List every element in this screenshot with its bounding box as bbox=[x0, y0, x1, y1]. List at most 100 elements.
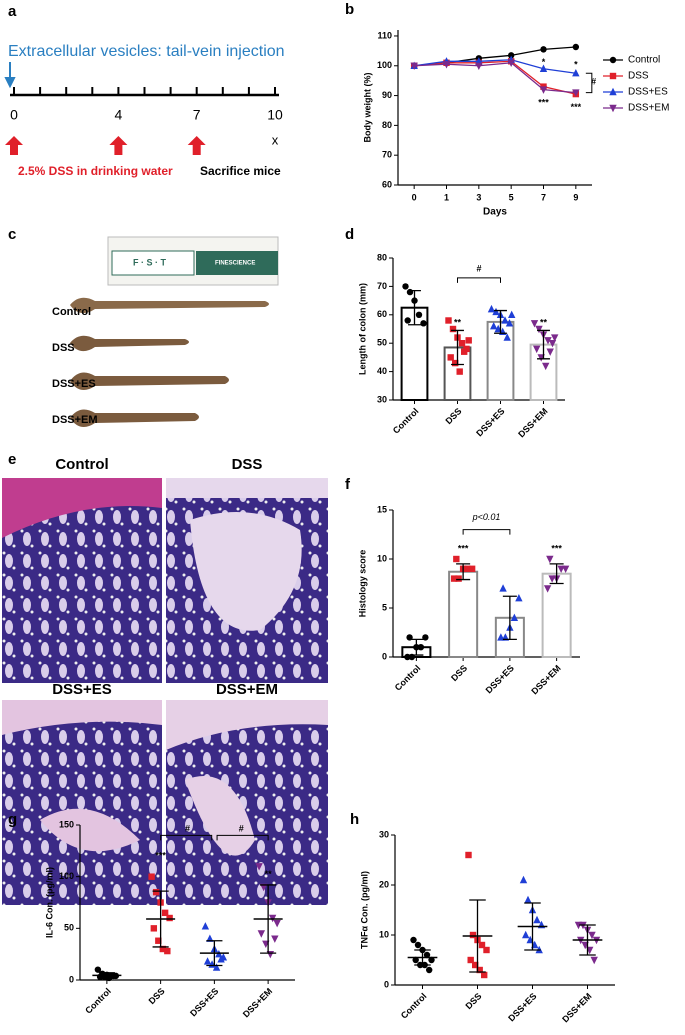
point bbox=[410, 936, 417, 944]
point bbox=[161, 909, 169, 917]
point bbox=[468, 565, 476, 572]
error-bar bbox=[549, 563, 564, 585]
point bbox=[423, 951, 431, 959]
x-tick-label: DSS+ES bbox=[474, 406, 506, 438]
timeline-tick-label: 7 bbox=[193, 107, 201, 123]
bracket bbox=[462, 529, 511, 535]
error-bar bbox=[537, 329, 550, 360]
photo-label: DSS+EM bbox=[52, 414, 98, 426]
point bbox=[426, 966, 433, 974]
y-tick-label: 30 bbox=[379, 829, 389, 839]
point bbox=[257, 930, 266, 938]
point bbox=[572, 89, 580, 97]
point bbox=[572, 43, 580, 51]
x-tick-label: DSS+EM bbox=[560, 991, 593, 1024]
point bbox=[481, 971, 488, 979]
point bbox=[404, 653, 411, 661]
bracket bbox=[585, 72, 593, 94]
point bbox=[447, 354, 454, 361]
y-tick-label: 0 bbox=[384, 979, 389, 989]
x-tick-label: DSS+ES bbox=[188, 986, 220, 1018]
point bbox=[522, 930, 530, 939]
point bbox=[472, 961, 479, 969]
point bbox=[458, 340, 466, 347]
point bbox=[442, 61, 451, 69]
point bbox=[540, 46, 547, 53]
timeline-tick-label: 0 bbox=[10, 107, 18, 123]
histology-label: Control bbox=[55, 456, 108, 473]
point bbox=[510, 613, 519, 621]
point bbox=[539, 64, 548, 72]
error-bar bbox=[456, 563, 471, 581]
dss-arrow bbox=[187, 136, 206, 155]
point bbox=[561, 565, 570, 573]
ruler-maker: FINESCIENCE bbox=[215, 261, 255, 267]
series-line bbox=[414, 60, 576, 95]
point bbox=[544, 337, 552, 345]
panel-label: c bbox=[8, 226, 16, 243]
point bbox=[212, 963, 221, 971]
y-tick-label: 40 bbox=[377, 366, 387, 376]
point bbox=[467, 956, 474, 964]
y-tick-label: 100 bbox=[377, 60, 392, 70]
bracket bbox=[160, 834, 213, 841]
y-tick-label: 15 bbox=[377, 504, 387, 514]
x-tick-label: 1 bbox=[444, 192, 449, 202]
point bbox=[410, 62, 418, 70]
x-tick-label: Control bbox=[399, 991, 429, 1021]
x-tick-label: DSS bbox=[449, 663, 469, 683]
y-axis-label: Length of colon (mm) bbox=[357, 283, 367, 375]
point bbox=[507, 59, 515, 67]
histology-images bbox=[2, 478, 328, 905]
point bbox=[404, 317, 411, 324]
x-tick-label: DSS+EM bbox=[241, 986, 274, 1019]
series-line bbox=[414, 62, 576, 94]
x-tick-label: DSS bbox=[147, 986, 167, 1006]
point bbox=[217, 955, 225, 963]
annotation: # bbox=[239, 824, 244, 834]
y-tick-label: 20 bbox=[379, 879, 389, 889]
x-tick-label: 0 bbox=[412, 192, 417, 202]
point bbox=[449, 325, 457, 333]
point bbox=[533, 915, 541, 924]
y-tick-label: 60 bbox=[377, 309, 387, 319]
point bbox=[515, 594, 523, 602]
panel-label: a bbox=[8, 3, 17, 20]
x-tick-label: Control bbox=[83, 986, 113, 1016]
point bbox=[464, 565, 471, 572]
point bbox=[476, 966, 483, 974]
point bbox=[572, 69, 580, 77]
point bbox=[461, 348, 468, 355]
panel-label: g bbox=[8, 811, 17, 828]
y-tick-label: 80 bbox=[382, 120, 392, 130]
point bbox=[539, 86, 548, 94]
point bbox=[492, 307, 500, 316]
x-tick-label: DSS bbox=[443, 406, 463, 426]
point bbox=[155, 937, 162, 944]
y-tick-label: 70 bbox=[377, 281, 387, 291]
y-tick-label: 0 bbox=[382, 651, 387, 661]
panel-label: e bbox=[8, 451, 16, 468]
point bbox=[206, 934, 214, 942]
point bbox=[152, 888, 160, 896]
point bbox=[546, 555, 554, 564]
y-tick-label: 10 bbox=[377, 553, 387, 563]
y-tick-label: 30 bbox=[377, 394, 387, 404]
y-tick-label: 0 bbox=[69, 974, 74, 984]
x-tick-label: Control bbox=[393, 663, 423, 693]
y-tick-label: 110 bbox=[377, 30, 392, 40]
timeline-tick-label: 4 bbox=[115, 107, 123, 123]
x-tick-label: DSS+ES bbox=[484, 663, 516, 695]
point bbox=[483, 946, 490, 954]
point bbox=[148, 873, 155, 880]
y-axis-label: IL-6 Con. (pg/ml) bbox=[44, 867, 54, 938]
y-tick-label: 50 bbox=[64, 923, 74, 933]
y-axis-label: Body weight (%) bbox=[362, 73, 372, 143]
x-tick-label: 9 bbox=[573, 192, 578, 202]
point bbox=[508, 310, 516, 318]
y-tick-label: 70 bbox=[382, 150, 392, 160]
point bbox=[273, 919, 281, 928]
annotation: * bbox=[542, 57, 546, 67]
ruler-brand: F · S · T bbox=[133, 257, 166, 267]
y-tick-label: 90 bbox=[382, 90, 392, 100]
